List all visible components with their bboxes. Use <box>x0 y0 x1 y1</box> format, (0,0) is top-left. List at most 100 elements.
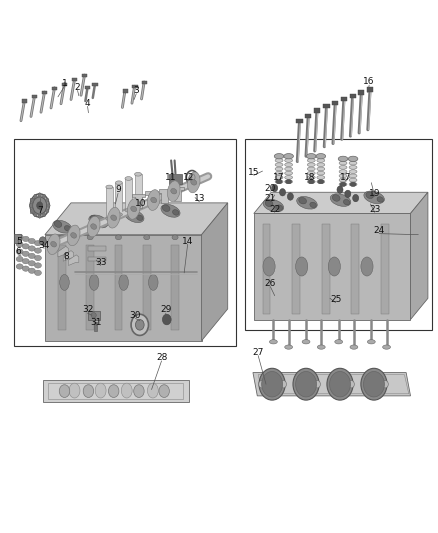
Bar <box>143 245 151 330</box>
Circle shape <box>314 381 321 388</box>
Ellipse shape <box>87 235 93 240</box>
Ellipse shape <box>317 163 325 166</box>
Ellipse shape <box>89 274 99 290</box>
Ellipse shape <box>317 159 325 163</box>
Circle shape <box>109 385 119 398</box>
Bar <box>292 224 300 314</box>
Ellipse shape <box>16 256 23 262</box>
Ellipse shape <box>307 175 315 179</box>
Ellipse shape <box>51 241 57 247</box>
Text: 7: 7 <box>37 206 42 215</box>
Ellipse shape <box>335 340 343 344</box>
Bar <box>88 257 106 261</box>
Ellipse shape <box>167 181 180 201</box>
Ellipse shape <box>307 171 315 175</box>
Text: 27: 27 <box>252 348 264 357</box>
Circle shape <box>293 368 319 400</box>
Ellipse shape <box>343 199 350 205</box>
Ellipse shape <box>284 154 293 159</box>
Ellipse shape <box>148 383 158 398</box>
Polygon shape <box>63 251 74 261</box>
Bar <box>358 91 364 95</box>
Circle shape <box>272 184 278 192</box>
Ellipse shape <box>340 182 346 187</box>
Bar <box>85 86 90 90</box>
Ellipse shape <box>276 205 283 211</box>
Ellipse shape <box>296 257 308 276</box>
Ellipse shape <box>338 156 348 161</box>
Ellipse shape <box>107 207 120 228</box>
Ellipse shape <box>316 154 325 159</box>
Ellipse shape <box>151 197 157 203</box>
Bar <box>82 74 87 77</box>
Polygon shape <box>253 373 410 396</box>
Ellipse shape <box>349 178 357 182</box>
Text: 34: 34 <box>39 241 50 250</box>
Bar <box>322 224 329 314</box>
Bar <box>132 85 138 88</box>
Ellipse shape <box>16 234 23 239</box>
Ellipse shape <box>274 154 284 159</box>
Ellipse shape <box>53 220 72 233</box>
Bar <box>22 100 27 103</box>
Circle shape <box>258 381 265 388</box>
Ellipse shape <box>95 383 106 398</box>
Ellipse shape <box>339 169 347 173</box>
Polygon shape <box>201 203 228 341</box>
Circle shape <box>59 385 70 398</box>
Ellipse shape <box>71 232 77 238</box>
Ellipse shape <box>328 257 340 276</box>
Text: 16: 16 <box>364 77 375 86</box>
Text: 14: 14 <box>182 237 193 246</box>
Ellipse shape <box>349 161 357 165</box>
Text: 13: 13 <box>194 194 205 203</box>
Ellipse shape <box>28 246 35 251</box>
Ellipse shape <box>38 212 42 218</box>
Ellipse shape <box>16 249 23 254</box>
Ellipse shape <box>285 167 293 171</box>
Ellipse shape <box>54 221 62 228</box>
Ellipse shape <box>100 220 107 226</box>
Ellipse shape <box>350 345 358 349</box>
Ellipse shape <box>127 198 140 219</box>
Ellipse shape <box>125 208 132 212</box>
Circle shape <box>345 190 351 198</box>
Ellipse shape <box>116 181 122 184</box>
Text: 31: 31 <box>91 318 102 327</box>
Ellipse shape <box>349 174 357 177</box>
Ellipse shape <box>106 217 113 221</box>
Ellipse shape <box>91 224 97 229</box>
Ellipse shape <box>265 200 273 207</box>
Ellipse shape <box>339 182 347 186</box>
Circle shape <box>364 372 385 397</box>
Ellipse shape <box>276 180 282 184</box>
Ellipse shape <box>308 180 314 184</box>
Ellipse shape <box>67 225 80 246</box>
Bar <box>14 139 237 346</box>
Ellipse shape <box>299 197 307 204</box>
Circle shape <box>37 202 43 209</box>
Ellipse shape <box>90 215 98 222</box>
Ellipse shape <box>119 274 128 290</box>
Ellipse shape <box>350 182 356 187</box>
Ellipse shape <box>187 172 200 193</box>
Text: 17: 17 <box>339 173 351 182</box>
Bar <box>88 246 106 251</box>
Ellipse shape <box>125 209 144 223</box>
Bar <box>86 245 94 330</box>
Ellipse shape <box>330 194 351 206</box>
Ellipse shape <box>275 159 283 163</box>
Polygon shape <box>68 255 79 265</box>
Circle shape <box>287 193 293 200</box>
Ellipse shape <box>111 215 117 221</box>
Circle shape <box>39 237 46 245</box>
Polygon shape <box>125 179 132 211</box>
Polygon shape <box>172 187 184 201</box>
Text: 20: 20 <box>265 183 276 192</box>
Ellipse shape <box>137 215 143 221</box>
Bar <box>314 109 320 113</box>
Circle shape <box>159 385 170 398</box>
Text: 4: 4 <box>85 99 90 108</box>
Text: 8: 8 <box>63 253 69 262</box>
Ellipse shape <box>263 257 275 276</box>
